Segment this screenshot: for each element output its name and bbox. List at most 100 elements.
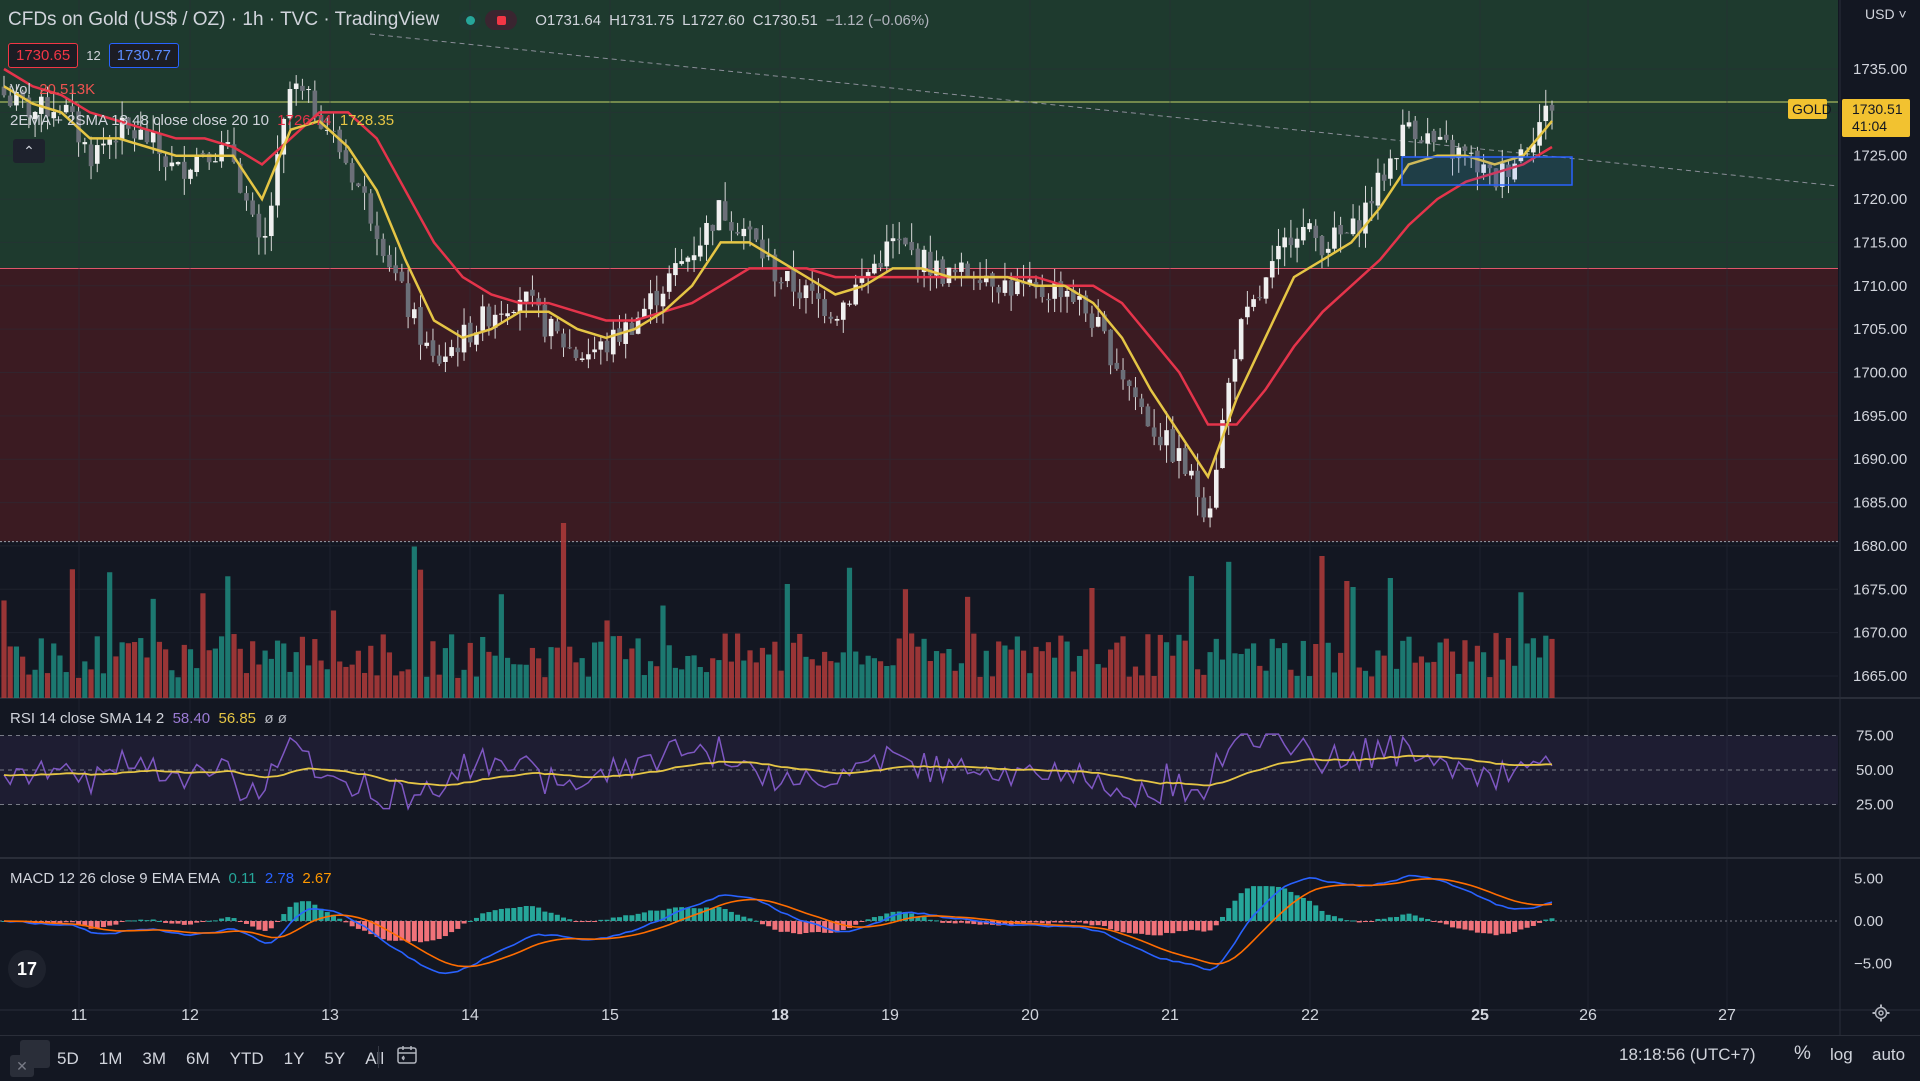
range-button-5d[interactable]: 5D: [57, 1049, 79, 1069]
range-button-ytd[interactable]: YTD: [230, 1049, 264, 1069]
volume-bar: [306, 665, 311, 698]
macd-hist-bar: [723, 909, 728, 921]
symbol-title[interactable]: CFDs on Gold (US$ / OZ) · 1h · TVC · Tra…: [8, 9, 439, 31]
macd-hist-bar: [1525, 921, 1530, 928]
macd-hist-bar: [1065, 921, 1070, 922]
rectangle-drawing: [1402, 157, 1572, 185]
candle-body: [443, 357, 448, 362]
macd-hist-bar: [1257, 886, 1262, 921]
candle-body: [953, 270, 958, 273]
range-button-6m[interactable]: 6M: [186, 1049, 210, 1069]
macd-hist-bar: [176, 921, 181, 924]
price-axis-label: 1695.00: [1853, 408, 1907, 425]
volume-bar: [418, 570, 423, 698]
volume-bar: [890, 665, 895, 698]
percent-toggle[interactable]: %: [1794, 1043, 1811, 1065]
ma-legend[interactable]: 2EMA + 2SMA 13 48 close close 20 10 1726…: [10, 112, 394, 129]
volume-bar: [1145, 634, 1150, 698]
calendar-icon[interactable]: [396, 1044, 418, 1066]
candle-body: [742, 229, 747, 236]
range-button-1m[interactable]: 1M: [99, 1049, 123, 1069]
candle-body: [1090, 313, 1095, 327]
candle-body: [710, 225, 715, 231]
volume-bar: [1052, 658, 1057, 698]
volume-bar: [350, 665, 355, 698]
candle-body: [83, 142, 88, 144]
range-button-3m[interactable]: 3M: [142, 1049, 166, 1069]
interval-label[interactable]: 1h: [242, 9, 263, 30]
currency-selector[interactable]: USD ˅: [1865, 6, 1907, 22]
candle: [1146, 404, 1151, 427]
candle-body: [990, 273, 995, 286]
rsi-legend[interactable]: RSI 14 close SMA 14 2 58.40 56.85 ø ø: [10, 710, 287, 727]
range-button-5y[interactable]: 5Y: [324, 1049, 345, 1069]
volume-bar: [318, 661, 323, 698]
events-icon[interactable]: [485, 10, 517, 30]
collapse-legend-button[interactable]: ⌃: [13, 139, 45, 163]
tradingview-logo-icon[interactable]: 17: [8, 950, 46, 988]
macd-hist-bar: [511, 908, 516, 921]
macd-hist-bar: [1133, 921, 1138, 934]
candle-body: [1419, 140, 1424, 142]
macd-hist-bar: [573, 921, 578, 922]
volume-bar: [1462, 640, 1467, 698]
macd-hist-bar: [455, 921, 460, 929]
macd-hist-bar: [853, 921, 858, 925]
volume-bar: [163, 649, 168, 698]
macd-hist-bar: [1034, 921, 1039, 922]
candle-body: [524, 292, 529, 302]
macd-hist-bar: [1388, 917, 1393, 921]
candle-body: [1009, 280, 1014, 295]
sell-button[interactable]: 1730.65: [8, 43, 78, 68]
macd-hist-bar: [1152, 921, 1157, 935]
macd-hist-bar: [1040, 921, 1045, 923]
volume-bar: [1282, 643, 1287, 698]
volume-bar: [449, 634, 454, 698]
volume-bar: [294, 652, 299, 698]
candle-body: [1400, 125, 1405, 156]
ma-value-2: 1728.35: [340, 112, 394, 129]
clock-timezone[interactable]: 18:18:56 (UTC+7): [1619, 1045, 1756, 1065]
macd-axis-label: −5.00: [1854, 956, 1892, 973]
market-status[interactable]: [459, 10, 517, 30]
volume-bar: [909, 633, 914, 698]
candle-body: [530, 290, 535, 296]
market-open-icon[interactable]: [459, 10, 481, 30]
macd-hist-bar: [120, 921, 125, 922]
gear-icon[interactable]: [1871, 1003, 1891, 1023]
volume-bar: [940, 653, 945, 698]
volume-legend[interactable]: Vol 20.513K: [10, 81, 95, 98]
buy-button[interactable]: 1730.77: [109, 43, 179, 68]
candle-body: [1413, 121, 1418, 139]
volume-bar: [878, 661, 883, 698]
candle-body: [940, 259, 945, 284]
volume-bar: [1369, 676, 1374, 698]
macd-hist-bar: [872, 917, 877, 921]
price-axis-label: 1700.00: [1853, 365, 1907, 382]
log-toggle[interactable]: log: [1830, 1045, 1853, 1065]
volume-bar: [1108, 650, 1113, 698]
range-button-all[interactable]: All: [365, 1049, 384, 1069]
candle-body: [735, 232, 740, 234]
macd-hist-bar: [449, 921, 454, 932]
toolbar-divider: [378, 1046, 379, 1068]
macd-legend[interactable]: MACD 12 26 close 9 EMA EMA 0.11 2.78 2.6…: [10, 870, 332, 887]
macd-hist-bar: [530, 906, 535, 921]
volume-bar: [729, 662, 734, 698]
candle-body: [543, 305, 548, 337]
volume-bar: [791, 643, 796, 698]
close-icon[interactable]: ✕: [10, 1055, 34, 1077]
volume-bar: [387, 652, 392, 698]
candle-body: [1351, 219, 1356, 235]
candle-body: [132, 130, 137, 138]
volume-bar: [437, 675, 442, 698]
candle-body: [1276, 246, 1281, 259]
macd-hist-bar: [1114, 921, 1119, 931]
auto-toggle[interactable]: auto: [1872, 1045, 1905, 1065]
volume-bar: [1481, 652, 1486, 698]
symbol-name[interactable]: CFDs on Gold (US$ / OZ): [8, 9, 226, 30]
range-button-1y[interactable]: 1Y: [284, 1049, 305, 1069]
macd-hist-bar: [1089, 921, 1094, 925]
volume-bar: [984, 651, 989, 698]
